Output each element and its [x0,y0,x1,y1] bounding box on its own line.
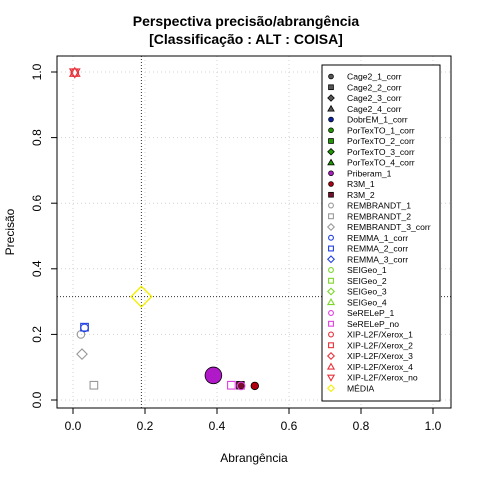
legend-label: REMBRANDT_3_corr [347,222,431,232]
legend-marker [328,181,334,187]
y-tick-label: 1.0 [30,63,44,80]
legend-marker [328,84,334,91]
legend-marker [327,158,335,166]
legend-marker [327,104,335,112]
legend-label: REMMA_1_corr [347,233,408,243]
legend-label: PorTexTO_1_corr [347,125,415,135]
legend-marker [326,374,336,382]
legend-marker [328,245,334,252]
legend-label: SEIGeo_2 [347,276,387,286]
legend-label: SEIGeo_4 [347,297,387,307]
data-point [204,366,223,385]
legend-label: REMBRANDT_1 [347,201,411,211]
data-point [89,380,99,390]
legend-marker [328,320,334,327]
x-tick-label: 0.6 [281,419,298,433]
legend-label: PorTexTO_2_corr [347,136,415,146]
data-point [130,285,153,308]
data-point [68,66,81,77]
legend-marker [328,234,334,241]
data-point [227,380,236,390]
legend-label: Cage2_4_corr [347,104,402,114]
y-tick-label: 0.2 [30,326,44,343]
legend-label: R3M_1 [347,179,375,189]
legend-marker [328,213,334,220]
legend-label: MÉDIA [347,383,374,393]
legend-label: SEIGeo_1 [347,265,387,275]
legend-marker [327,147,335,156]
x-tick-label: 0.2 [137,419,154,433]
legend-marker [328,116,334,123]
legend-label: PorTexTO_4_corr [347,158,415,168]
x-tick-label: 1.0 [425,419,442,433]
legend-marker [328,127,334,134]
data-points [68,66,259,391]
legend: Cage2_1_corrCage2_2_corrCage2_3_corrCage… [321,64,441,402]
legend-marker [326,255,336,264]
data-point [236,381,245,390]
chart-title: Perspectiva precisão/abrangência [133,13,360,29]
data-point [236,381,246,391]
legend-label: REMMA_2_corr [347,244,408,254]
legend-marker [326,298,336,306]
y-tick-label: 0.6 [30,195,44,212]
legend-label: Priberam_1 [347,168,392,178]
legend-marker [328,331,334,338]
plot-frame [56,55,452,409]
x-axis-label: Abrangência [220,451,288,465]
legend-marker [328,310,334,316]
legend-label: PorTexTO_3_corr [347,147,415,157]
legend-marker [328,277,334,284]
legend-marker [326,351,336,361]
legend-label: SEIGeo_3 [347,287,387,297]
legend-marker [328,342,334,349]
legend-marker [328,267,334,273]
data-point [68,68,81,79]
legend-marker [327,94,335,102]
x-tick-label: 0.4 [209,419,226,433]
legend-marker [326,384,336,393]
legend-label: Cage2_1_corr [347,72,402,82]
y-tick-label: 0.4 [30,260,44,277]
legend-marker [328,191,334,198]
legend-marker [326,362,336,370]
legend-label: XIP-L2F/Xerox_3 [347,351,413,361]
legend-label: R3M_2 [347,190,375,200]
legend-label: SeRELeP_no [347,319,399,329]
y-tick-label: 0.8 [30,129,44,146]
data-point [80,322,89,332]
legend-label: SeRELeP_1 [347,308,395,318]
legend-label: Cage2_3_corr [347,93,402,103]
y-axis-ticks: 0.0 0.2 0.4 0.6 0.8 1.0 [30,63,57,408]
legend-marker [328,73,334,80]
legend-label: REMMA_3_corr [347,254,408,264]
legend-marker [328,170,334,177]
y-tick-label: 0.0 [30,391,44,408]
legend-label: XIP-L2F/Xerox_1 [347,330,413,340]
legend-label: XIP-L2F/Xerox_no [347,373,418,383]
y-axis-label: Precisão [3,208,17,255]
legend-label: XIP-L2F/Xerox_4 [347,362,413,372]
legend-marker [328,138,334,144]
legend-label: XIP-L2F/Xerox_2 [347,340,413,350]
chart-subtitle: [Classificação : ALT : COISA] [149,31,343,47]
data-point [76,348,88,360]
legend-marker [326,222,336,232]
x-tick-label: 0.8 [353,419,370,433]
legend-marker [328,202,334,209]
legend-label: DobrEM_1_corr [347,115,408,125]
x-axis-ticks: 0.0 0.2 0.4 0.6 0.8 1.0 [65,408,442,433]
legend-label: REMBRANDT_2 [347,211,411,221]
legend-marker [326,287,336,296]
legend-box [321,64,441,402]
data-point [250,381,259,391]
x-tick-label: 0.0 [65,419,82,433]
legend-label: Cage2_2_corr [347,82,402,92]
